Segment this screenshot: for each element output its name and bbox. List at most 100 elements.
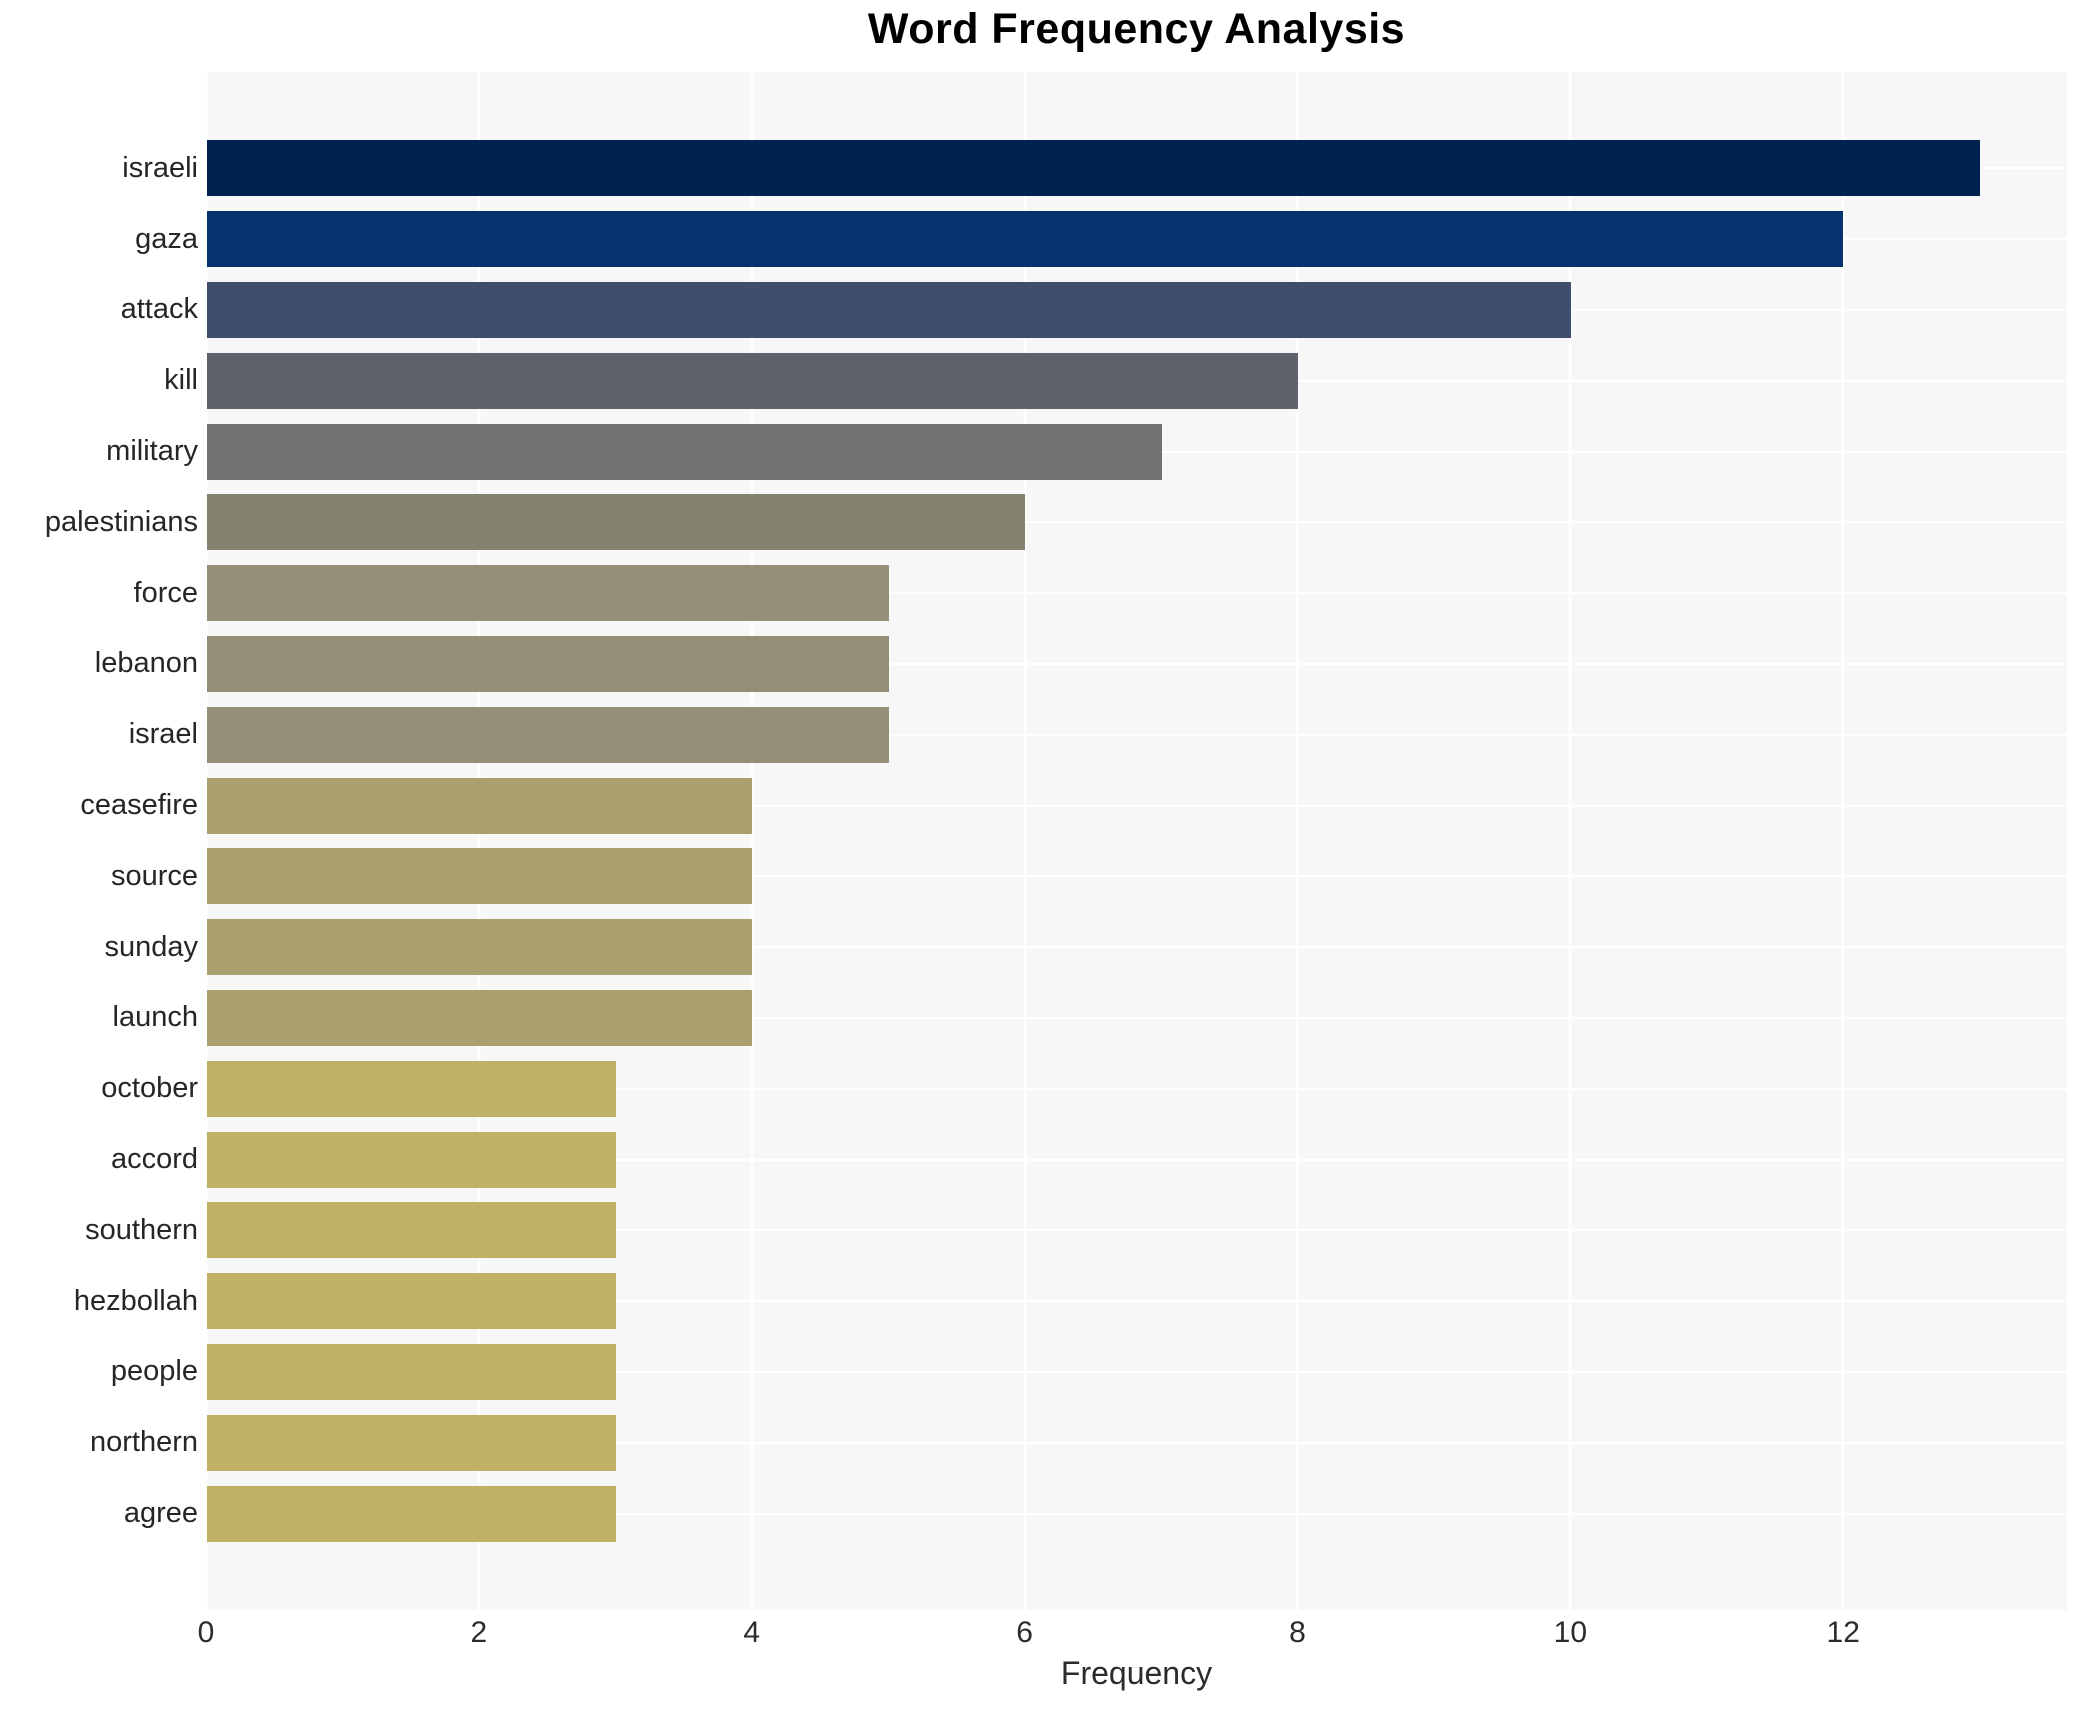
bar-track-israeli (207, 133, 2067, 204)
bar-gaza (207, 211, 1844, 268)
bar-row-israeli: israeli (0, 133, 2067, 204)
bar-northern (207, 1414, 617, 1471)
category-label-october: october (101, 1072, 198, 1105)
bar-october (207, 1060, 617, 1117)
bar-row-gaza: gaza (0, 204, 2067, 275)
bar-attack (207, 281, 1571, 338)
category-label-force: force (133, 576, 198, 609)
bar-track-northern (207, 1407, 2067, 1478)
category-label-source: source (110, 859, 198, 892)
horizontal-gridline-lebanon (207, 662, 2067, 665)
bar-track-southern (207, 1195, 2067, 1266)
bar-row-sunday: sunday (0, 912, 2067, 983)
horizontal-gridline-southern (207, 1229, 2067, 1232)
horizontal-gridline-october (207, 1087, 2067, 1090)
category-label-attack: attack (120, 293, 198, 326)
bar-track-military (207, 416, 2067, 487)
horizontal-gridline-accord (207, 1158, 2067, 1161)
vertical-gridline-10 (1568, 72, 1572, 1610)
category-label-israeli: israeli (122, 151, 198, 184)
bar-agree (207, 1485, 617, 1542)
bar-track-israel (207, 699, 2067, 770)
bar-track-force (207, 558, 2067, 629)
horizontal-gridline-launch (207, 1016, 2067, 1019)
bar-row-southern: southern (0, 1195, 2067, 1266)
x-tick-label-12: 12 (1826, 1616, 1860, 1649)
bar-row-october: october (0, 1053, 2067, 1124)
vertical-gridline-2 (477, 72, 481, 1610)
category-label-agree: agree (123, 1497, 198, 1530)
category-label-israel: israel (128, 718, 198, 751)
category-label-kill: kill (164, 364, 198, 397)
bar-row-israel: israel (0, 699, 2067, 770)
bar-row-ceasefire: ceasefire (0, 770, 2067, 841)
vertical-gridline-0 (204, 72, 208, 1610)
bar-lebanon (207, 635, 889, 692)
horizontal-gridline-people (207, 1370, 2067, 1373)
category-label-gaza: gaza (135, 222, 198, 255)
x-axis-ticks: 0 2 4 6 8 10 12 (198, 1616, 2067, 1656)
category-label-ceasefire: ceasefire (80, 789, 198, 822)
vertical-gridline-6 (1023, 72, 1027, 1610)
bar-launch (207, 989, 753, 1046)
bar-kill (207, 352, 1298, 409)
bar-track-attack (207, 275, 2067, 346)
chart-title: Word Frequency Analysis (867, 5, 1406, 53)
bar-southern (207, 1202, 617, 1259)
bar-track-kill (207, 345, 2067, 416)
horizontal-gridline-hezbollah (207, 1300, 2067, 1303)
bar-row-hezbollah: hezbollah (0, 1266, 2067, 1337)
x-tick-label-0: 0 (197, 1616, 215, 1649)
bar-row-attack: attack (0, 275, 2067, 346)
bar-people (207, 1343, 617, 1400)
bar-track-october (207, 1053, 2067, 1124)
bar-row-military: military (0, 416, 2067, 487)
bar-rows-container: israeli gaza attack kill military palestinian… (0, 72, 2067, 1610)
horizontal-gridline-northern (207, 1441, 2067, 1444)
vertical-gridline-8 (1295, 72, 1299, 1610)
bar-row-kill: kill (0, 345, 2067, 416)
bar-hezbollah (207, 1273, 617, 1330)
bar-row-lebanon: lebanon (0, 629, 2067, 700)
bar-ceasefire (207, 777, 753, 834)
bar-row-source: source (0, 841, 2067, 912)
bar-track-lebanon (207, 629, 2067, 700)
bar-track-sunday (207, 912, 2067, 983)
category-label-northern: northern (89, 1426, 198, 1459)
vertical-gridline-12 (1841, 72, 1845, 1610)
x-tick-label-10: 10 (1553, 1616, 1588, 1649)
category-label-lebanon: lebanon (94, 647, 198, 680)
x-tick-label-6: 6 (1016, 1616, 1033, 1649)
horizontal-gridline-ceasefire (207, 804, 2067, 807)
category-label-southern: southern (85, 1213, 198, 1246)
horizontal-gridline-source (207, 875, 2067, 878)
x-tick-label-4: 4 (743, 1616, 761, 1649)
category-label-hezbollah: hezbollah (73, 1284, 198, 1317)
bar-row-force: force (0, 558, 2067, 629)
bar-row-agree: agree (0, 1478, 2067, 1549)
bar-source (207, 848, 753, 905)
bar-row-northern: northern (0, 1407, 2067, 1478)
category-label-sunday: sunday (104, 930, 198, 963)
bar-track-agree (207, 1478, 2067, 1549)
bar-force (207, 565, 889, 622)
horizontal-gridline-agree (207, 1512, 2067, 1515)
bar-row-people: people (0, 1337, 2067, 1408)
vertical-gridline-4 (750, 72, 754, 1610)
bar-palestinians (207, 494, 1026, 551)
x-tick-label-8: 8 (1289, 1616, 1306, 1649)
bar-row-launch: launch (0, 983, 2067, 1054)
bar-row-accord: accord (0, 1124, 2067, 1195)
bar-track-source (207, 841, 2067, 912)
horizontal-gridline-israel (207, 733, 2067, 736)
bar-row-palestinians: palestinians (0, 487, 2067, 558)
bar-track-palestinians (207, 487, 2067, 558)
bar-track-accord (207, 1124, 2067, 1195)
bar-track-gaza (207, 204, 2067, 275)
category-label-launch: launch (112, 1001, 198, 1034)
bar-israeli (207, 140, 1980, 197)
bar-sunday (207, 919, 753, 976)
horizontal-gridline-force (207, 592, 2067, 595)
bar-track-launch (207, 983, 2067, 1054)
x-axis-label: Frequency (1060, 1655, 1213, 1691)
